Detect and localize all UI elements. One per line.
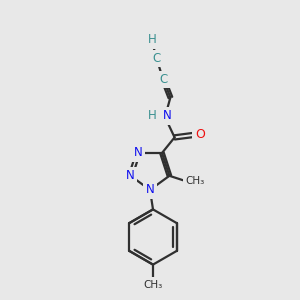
Text: N: N: [126, 169, 135, 182]
Text: N: N: [134, 146, 142, 160]
Text: N: N: [163, 109, 172, 122]
Text: C: C: [152, 52, 161, 65]
Text: C: C: [159, 73, 168, 86]
Text: O: O: [195, 128, 205, 142]
Text: CH₃: CH₃: [185, 176, 205, 186]
Text: CH₃: CH₃: [143, 280, 163, 290]
Text: H: H: [148, 109, 157, 122]
Text: N: N: [146, 183, 154, 196]
Text: H: H: [148, 33, 157, 46]
